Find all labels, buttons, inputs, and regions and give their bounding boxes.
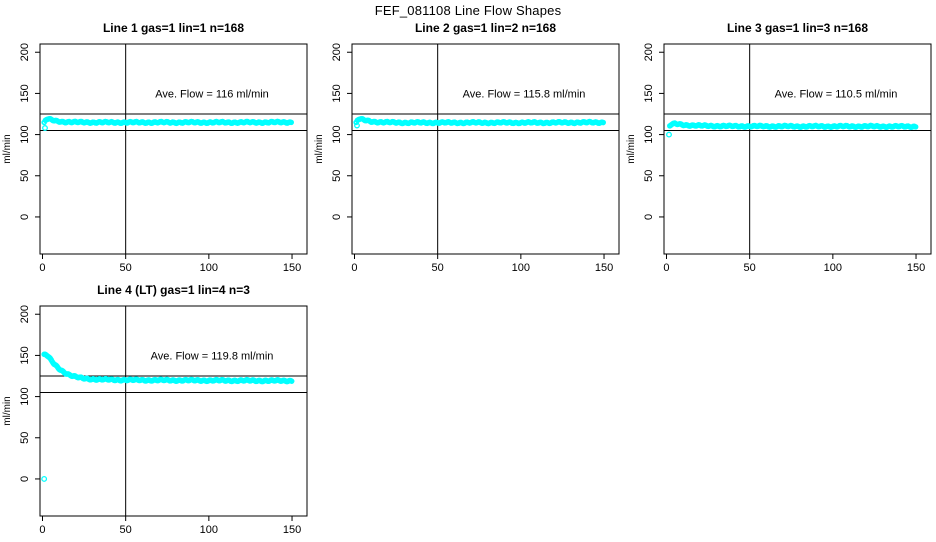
subplot-title: Line 4 (LT) gas=1 lin=4 n=3 [97, 283, 250, 297]
y-tick-label: 100 [19, 387, 31, 405]
y-axis-title: ml/min [314, 134, 325, 163]
ave-flow-annotation: Ave. Flow = 116 ml/min [155, 88, 269, 100]
data-points-flow-trace [667, 120, 919, 131]
subplot-title: Line 2 gas=1 lin=2 n=168 [415, 21, 556, 35]
y-tick-label: 100 [19, 125, 31, 143]
data-points-flow-trace [41, 351, 295, 385]
data-points-start-outlier [42, 125, 48, 131]
x-tick-label: 50 [120, 262, 132, 274]
y-tick-label: 200 [331, 43, 343, 61]
data-point [42, 125, 48, 131]
plot-line-4: Line 4 (LT) gas=1 lin=4 n=3 0 50 100 150 0 50 1… [0, 280, 312, 542]
line-1-chart-svg: Line 1 gas=1 lin=1 n=168 0 50 100 150 0 50 100 1… [2, 21, 308, 274]
plot-line-2: Line 2 gas=1 lin=2 n=168 0 50 100 150 0 50 100 1… [312, 18, 624, 280]
plot-line-3: Line 3 gas=1 lin=3 n=168 0 50 100 150 0 50 100 1… [624, 18, 936, 280]
y-tick-label: 50 [19, 432, 31, 444]
y-axis-title: ml/min [2, 134, 13, 163]
ave-flow-annotation: Ave. Flow = 110.5 ml/min [775, 88, 898, 100]
x-tick-label: 0 [351, 262, 357, 274]
y-tick-label: 100 [643, 125, 655, 143]
x-axis: 0 50 100 150 [39, 254, 301, 274]
data-point [354, 122, 360, 129]
y-tick-label: 0 [331, 214, 343, 220]
y-tick-label: 150 [643, 84, 655, 102]
data-point [288, 119, 294, 126]
y-axis: 0 50 100 150 200 [643, 43, 664, 220]
x-tick-label: 50 [744, 262, 756, 274]
x-axis: 0 50 100 150 [351, 254, 613, 274]
subplot-title: Line 3 gas=1 lin=3 n=168 [727, 21, 868, 35]
x-tick-label: 50 [120, 524, 132, 536]
plot-line-1: Line 1 gas=1 lin=1 n=168 0 50 100 150 0 50 100 1… [0, 18, 312, 280]
data-points-flow-trace [41, 115, 294, 127]
plot-box [39, 43, 308, 255]
y-tick-label: 50 [643, 170, 655, 182]
x-tick-label: 0 [39, 524, 45, 536]
line-2-chart-svg: Line 2 gas=1 lin=2 n=168 0 50 100 150 0 50 100 1… [314, 21, 620, 274]
subplot-title: Line 1 gas=1 lin=1 n=168 [103, 21, 244, 35]
x-tick-label: 0 [663, 262, 669, 274]
x-tick-label: 100 [512, 262, 530, 274]
y-axis: 0 50 100 150 200 [331, 43, 352, 220]
x-tick-label: 150 [907, 262, 925, 274]
y-tick-label: 0 [643, 214, 655, 220]
page-title: FEF_081108 Line Flow Shapes [374, 3, 562, 18]
y-tick-label: 150 [331, 84, 343, 102]
x-axis: 0 50 100 150 [663, 254, 925, 274]
data-point [288, 378, 295, 384]
x-tick-label: 150 [283, 524, 301, 536]
y-tick-label: 50 [19, 170, 31, 182]
data-points-start-outlier [666, 131, 672, 138]
plot-box [351, 43, 620, 255]
y-tick-label: 150 [19, 84, 31, 102]
ave-flow-annotation: Ave. Flow = 115.8 ml/min [463, 88, 586, 100]
plot-box [39, 305, 308, 517]
y-tick-label: 150 [19, 346, 31, 364]
data-points-flow-trace [353, 115, 606, 127]
y-axis: 0 50 100 150 200 [19, 305, 40, 482]
data-point [600, 119, 606, 126]
x-tick-label: 0 [39, 262, 45, 274]
y-tick-label: 100 [331, 125, 343, 143]
y-axis: 0 50 100 150 200 [19, 43, 40, 220]
line-4-chart-svg: Line 4 (LT) gas=1 lin=4 n=3 0 50 100 150 0 50 1… [2, 283, 308, 536]
data-point [912, 124, 919, 130]
plot-box [663, 43, 932, 255]
y-tick-label: 50 [331, 170, 343, 182]
y-tick-label: 0 [19, 214, 31, 220]
x-tick-label: 150 [595, 262, 613, 274]
data-point [41, 475, 48, 482]
data-points-start-outlier [354, 122, 360, 129]
data-points-zero-outlier [41, 475, 48, 482]
y-tick-label: 200 [643, 43, 655, 61]
y-tick-label: 200 [19, 43, 31, 61]
x-tick-label: 150 [283, 262, 301, 274]
x-axis: 0 50 100 150 [39, 516, 301, 536]
y-axis-title: ml/min [2, 396, 13, 425]
x-tick-label: 100 [824, 262, 842, 274]
line-3-chart-svg: Line 3 gas=1 lin=3 n=168 0 50 100 150 0 50 100 1… [626, 21, 932, 274]
x-tick-label: 100 [200, 524, 218, 536]
y-tick-label: 0 [19, 476, 31, 482]
data-point [666, 131, 672, 138]
y-tick-label: 200 [19, 305, 31, 323]
x-tick-label: 100 [200, 262, 218, 274]
ave-flow-annotation: Ave. Flow = 119.8 ml/min [151, 350, 274, 362]
y-axis-title: ml/min [626, 134, 637, 163]
x-tick-label: 50 [432, 262, 444, 274]
